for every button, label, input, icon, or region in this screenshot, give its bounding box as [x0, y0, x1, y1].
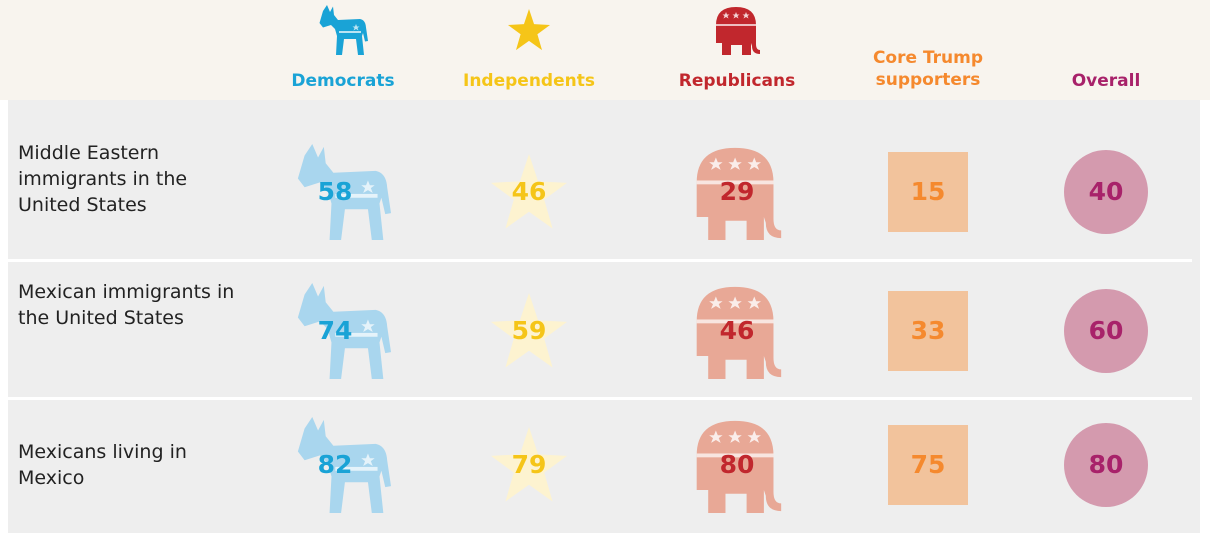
cell-square	[888, 291, 968, 371]
body-band	[8, 100, 1200, 533]
cell-value: 29	[719, 177, 755, 206]
cell-square	[888, 425, 968, 505]
cell-square	[888, 152, 968, 232]
cell-value: 74	[317, 316, 353, 345]
cell-circle	[1064, 150, 1148, 234]
cell-value: 46	[719, 316, 755, 345]
header-icon	[508, 9, 550, 51]
header-icon	[716, 7, 760, 55]
column-label: Republicans	[678, 71, 796, 91]
row-label: Middle Eastern immigrants in the United …	[18, 142, 188, 216]
row-label: Mexican immigrants in the United States	[18, 281, 235, 329]
cell-value: 59	[511, 316, 547, 345]
cell-value: 46	[511, 177, 547, 206]
column-label: Overall	[1071, 71, 1141, 91]
cell-value: 80	[1088, 450, 1124, 479]
column-label: Core Trump supporters	[872, 48, 984, 90]
header-band	[0, 0, 1210, 100]
cell-value: 15	[910, 177, 946, 206]
cell-value: 58	[317, 177, 353, 206]
row-label: Mexicans living in Mexico	[18, 441, 187, 489]
header-icon	[319, 5, 368, 55]
cell-value: 60	[1088, 316, 1124, 345]
column-label: Democrats	[291, 71, 395, 91]
cell-value: 82	[317, 450, 353, 479]
cell-value: 80	[719, 450, 755, 479]
cell-circle	[1064, 423, 1148, 507]
cell-value: 75	[910, 450, 946, 479]
row-separator	[8, 397, 1192, 400]
column-label: Independents	[463, 71, 595, 91]
cell-value: 40	[1088, 177, 1124, 206]
cell-value: 79	[511, 450, 547, 479]
cell-circle	[1064, 289, 1148, 373]
row-separator	[8, 259, 1192, 262]
cell-value: 33	[910, 316, 946, 345]
